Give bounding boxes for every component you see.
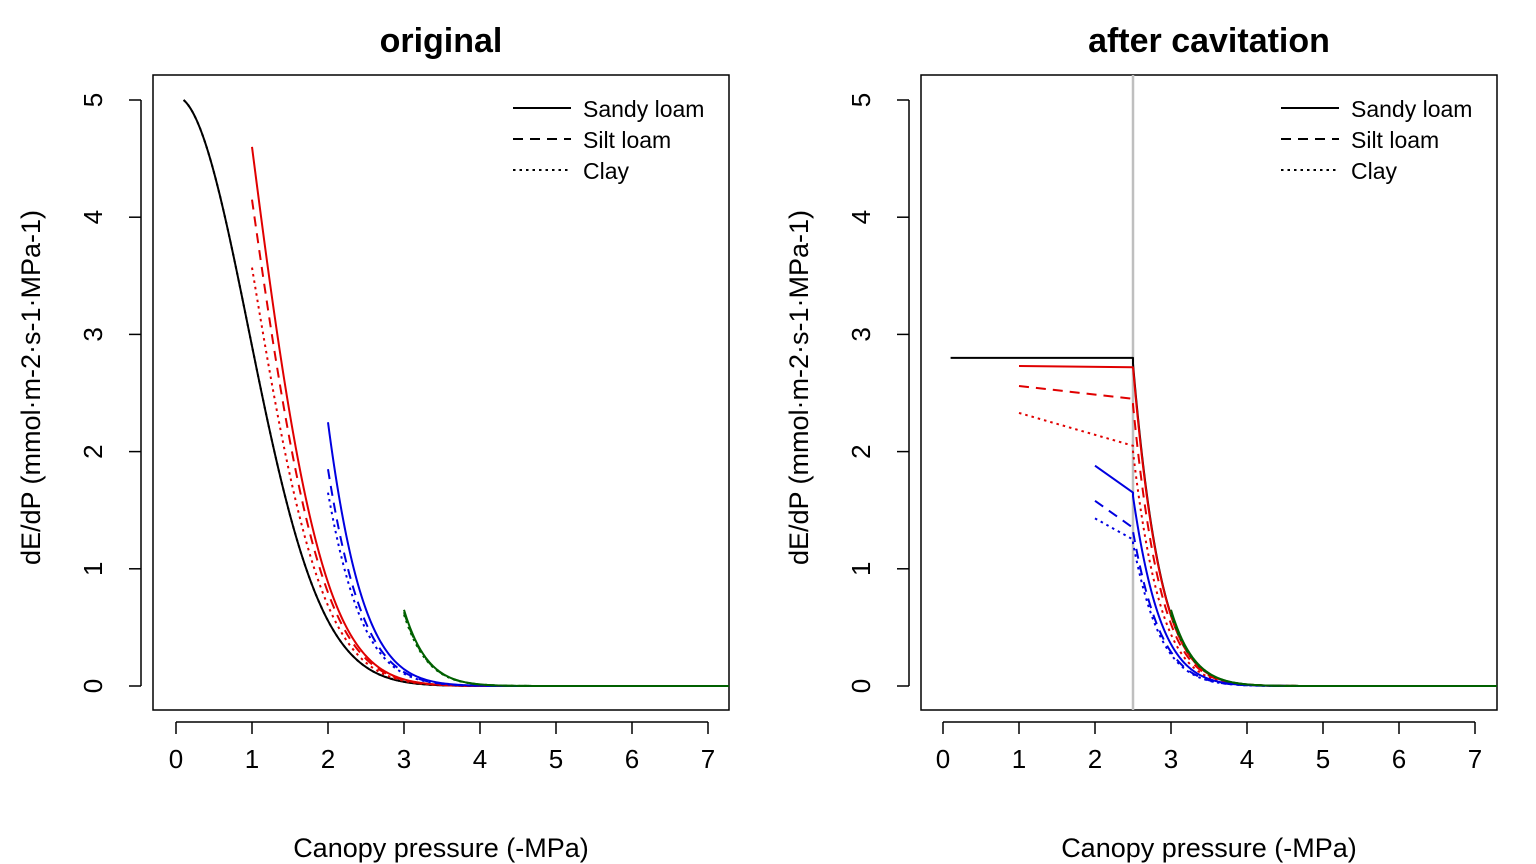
x-tick-label: 7 [1468,744,1482,774]
y-tick-label: 3 [78,327,108,341]
y-tick-label: 5 [846,93,876,107]
x-tick-label: 4 [1240,744,1254,774]
y-tick-label: 1 [78,562,108,576]
series-line-red-solid [1018,365,1497,687]
series-line-green-solid [403,609,729,687]
series-line-red-solid [251,146,729,687]
x-tick-label: 6 [625,744,639,774]
series-line-black-dotted [182,99,729,687]
x-tick-label: 7 [701,744,715,774]
x-tick-label: 5 [549,744,563,774]
chart-title: after cavitation [1088,22,1330,60]
series-line-red-dotted [251,267,729,687]
legend-label: Sandy loam [1351,96,1472,122]
y-tick-label: 0 [78,679,108,693]
y-axis-label: dE/dP (mmol·m-2·s-1·MPa-1) [784,210,814,565]
plot-area [950,75,1497,710]
legend-label: Sandy loam [583,96,704,122]
y-tick-label: 0 [846,679,876,693]
series-line-blue-solid [327,422,729,687]
x-tick-label: 1 [1012,744,1026,774]
x-tick-label: 6 [1392,744,1406,774]
plot-frame [920,74,1498,711]
series-line-black-solid [950,356,1497,687]
series-line-green-dashed [1170,611,1497,687]
chart-panel-2: after cavitation 0 1 2 3 4 5 6 7 Canopy pressure … [784,22,1498,863]
legend: Sandy loam Silt loam Clay [513,96,704,184]
series-line-green-dashed [403,611,729,687]
series-line-blue-dotted [327,492,729,687]
series-line-green-dotted [1170,614,1497,687]
legend-label: Clay [1351,158,1398,184]
series-line-green-solid [1170,609,1497,687]
x-axis-label: Canopy pressure (-MPa) [293,833,589,863]
x-tick-label: 5 [1316,744,1330,774]
series-line-red-dashed [1018,384,1497,687]
plot-frame [152,74,730,711]
legend-label: Clay [583,158,630,184]
legend: Sandy loam Silt loam Clay [1281,96,1472,184]
y-tick-label: 5 [78,93,108,107]
y-tick-label: 2 [78,444,108,458]
series-line-blue-dashed [1094,500,1497,687]
y-tick-label: 1 [846,562,876,576]
y-tick-label: 3 [846,327,876,341]
chart-panel-1: original 0 1 2 3 4 5 6 7 Canopy pressure (-MPa) 0 1… [16,22,730,863]
y-tick-label: 4 [846,210,876,224]
x-tick-label: 2 [1088,744,1102,774]
x-tick-label: 1 [245,744,259,774]
series-line-green-dotted [403,614,729,687]
x-tick-label: 4 [473,744,487,774]
plot-area [182,99,729,687]
legend-label: Silt loam [1351,127,1439,153]
y-tick-label: 4 [78,210,108,224]
legend-label: Silt loam [583,127,671,153]
x-axis-label: Canopy pressure (-MPa) [1061,833,1357,863]
y-axis-label: dE/dP (mmol·m-2·s-1·MPa-1) [16,210,46,565]
series-line-blue-solid [1094,464,1497,687]
x-tick-label: 3 [1164,744,1178,774]
y-tick-label: 2 [846,444,876,458]
x-tick-label: 0 [936,744,950,774]
x-tick-label: 2 [321,744,335,774]
series-line-red-dotted [1018,411,1497,687]
x-tick-label: 0 [169,744,183,774]
chart-title: original [380,22,503,60]
x-tick-label: 3 [397,744,411,774]
series-line-black-solid [182,99,729,687]
